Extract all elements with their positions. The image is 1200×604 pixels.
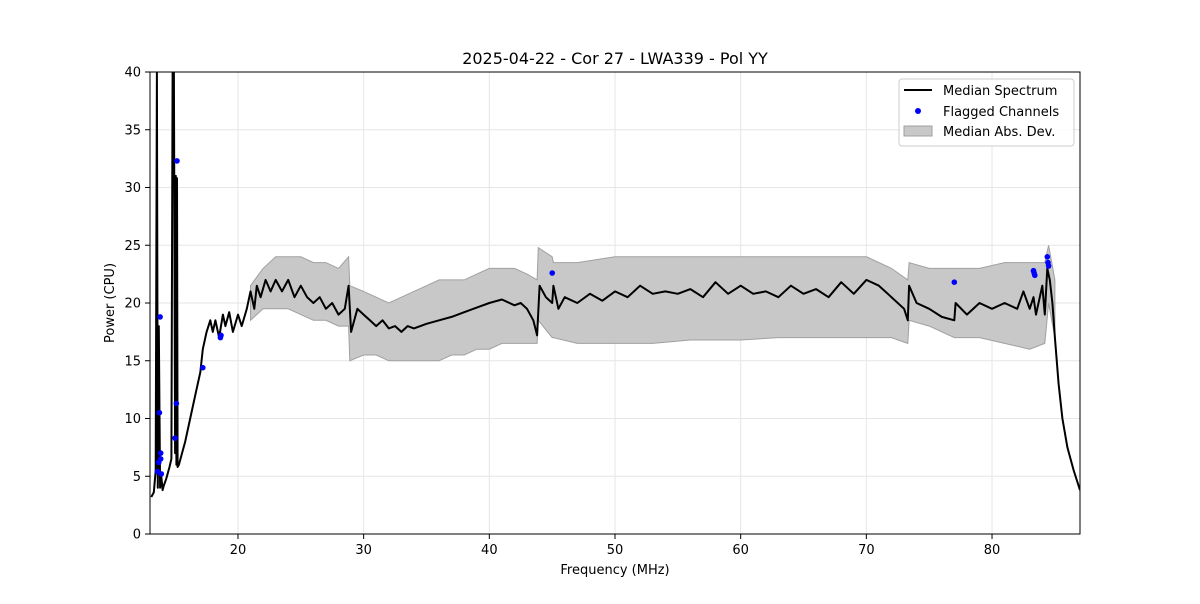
x-tick-label: 20 [230,543,247,558]
y-tick-label: 30 [124,181,141,196]
flagged-channel-point [158,471,165,477]
y-axis-title: Power (CPU) [103,263,118,343]
flagged-channel-point [157,456,164,462]
flagged-channel-point [172,435,178,441]
flagged-channel-point [157,314,163,320]
flagged-channel-point [1032,272,1038,279]
legend-swatch-mad-band [903,125,933,137]
flagged-channel-point [156,409,163,416]
flagged-channel-point [174,158,180,164]
legend-frame [898,78,1075,147]
flagged-channel-point [1045,263,1052,269]
flagged-channel-point [1044,253,1051,260]
plot-area: 20 30 40 50 60 70 80 0 5 10 15 20 25 30 35 40 [124,66,1081,558]
y-tick-label: 20 [124,297,141,312]
y-tick-label: 0 [133,528,141,543]
flagged-channel-point [218,332,224,339]
y-tick-label: 15 [124,354,141,369]
y-tick-label: 40 [124,66,141,81]
flagged-channel-point [549,270,555,276]
flagged-channel-point [951,279,958,286]
y-tick-label: 5 [133,470,141,485]
chart-title: 2025-04-22 - Cor 27 - LWA339 - Pol YY [462,49,768,68]
flagged-channel-point [157,450,164,456]
flagged-channel-point [200,364,206,371]
legend-label-flagged: Flagged Channels [943,105,1059,120]
legend: Median Spectrum Flagged Channels Median … [898,78,1075,147]
y-tick-label: 35 [124,123,141,138]
x-tick-label: 80 [984,543,1001,558]
x-tick-label: 70 [858,543,875,558]
legend-label-median: Median Spectrum [943,84,1057,99]
x-axis-title: Frequency (MHz) [560,563,669,578]
x-tick-label: 50 [607,543,624,558]
legend-swatch-flagged-dot [915,108,921,114]
flagged-channel-point [173,400,180,407]
x-tick-label: 60 [732,543,749,558]
median-spectrum-line [150,72,1080,498]
x-tick-label: 40 [481,543,498,558]
x-tick-label: 30 [355,543,372,558]
y-tick-label: 25 [124,239,141,254]
legend-label-mad: Median Abs. Dev. [943,125,1055,140]
y-tick-label: 10 [124,412,141,427]
plot-data-layer [150,72,1080,498]
